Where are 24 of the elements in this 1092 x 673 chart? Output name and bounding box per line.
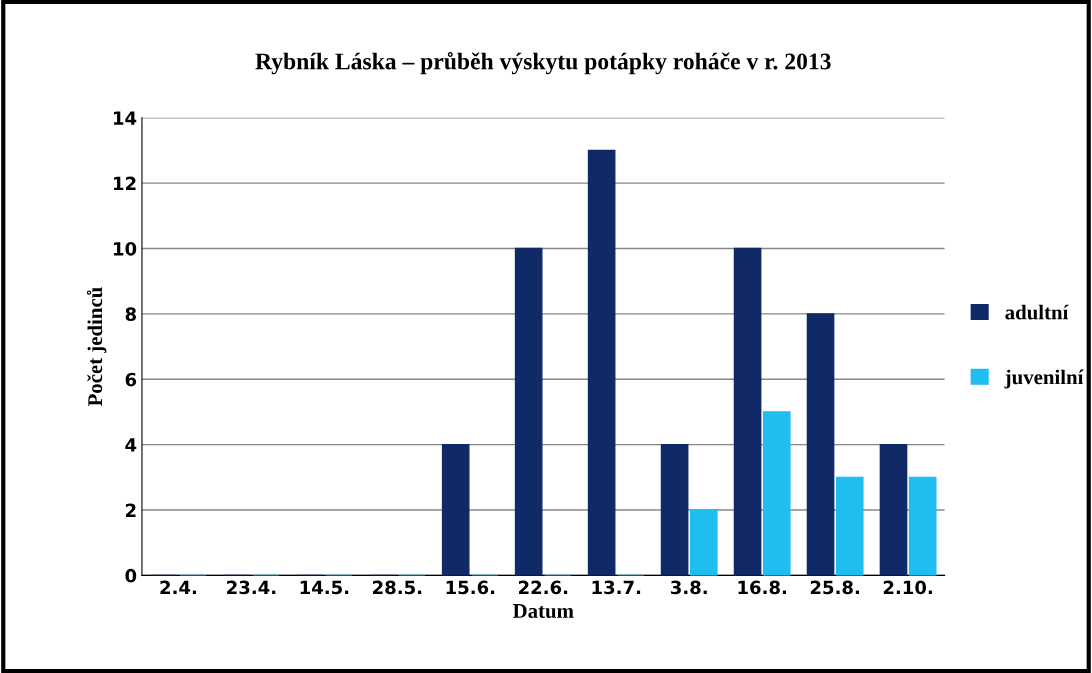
x-tick-label: 2.10. xyxy=(883,580,932,595)
y-tick-label: 10 xyxy=(114,241,137,256)
chart-title: Rybník Láska – průběh výskytu potápky roháče v r. 2013 xyxy=(255,52,831,75)
x-tick-label: 16.8. xyxy=(738,580,787,595)
x-tick-label: 23.4. xyxy=(227,580,276,595)
x-tick-label: 13.7. xyxy=(592,580,641,595)
y-tick-label: 2 xyxy=(125,503,136,517)
x-tick-label: 14.5. xyxy=(300,580,349,595)
x-tick-label: 25.8. xyxy=(810,580,859,595)
legend-label: adultní xyxy=(1005,304,1069,320)
y-tick-label: 12 xyxy=(114,176,136,191)
legend-label: juvenilní xyxy=(1004,369,1084,389)
x-tick-label: 2.4. xyxy=(160,580,197,594)
x-axis-title: Datum xyxy=(512,604,574,619)
y-tick-label: 0 xyxy=(125,568,137,583)
y-axis-title: Počet jedinců xyxy=(86,287,107,407)
y-tick-label: 14 xyxy=(114,111,137,125)
x-tick-label: 28.5. xyxy=(373,580,422,595)
y-tick-label: 8 xyxy=(125,307,136,322)
y-tick-label: 6 xyxy=(125,372,137,387)
x-tick-label: 22.6. xyxy=(519,580,568,595)
x-tick-label: 3.8. xyxy=(670,580,707,595)
x-tick-label: 15.6. xyxy=(446,580,495,595)
y-tick-label: 4 xyxy=(125,438,137,452)
